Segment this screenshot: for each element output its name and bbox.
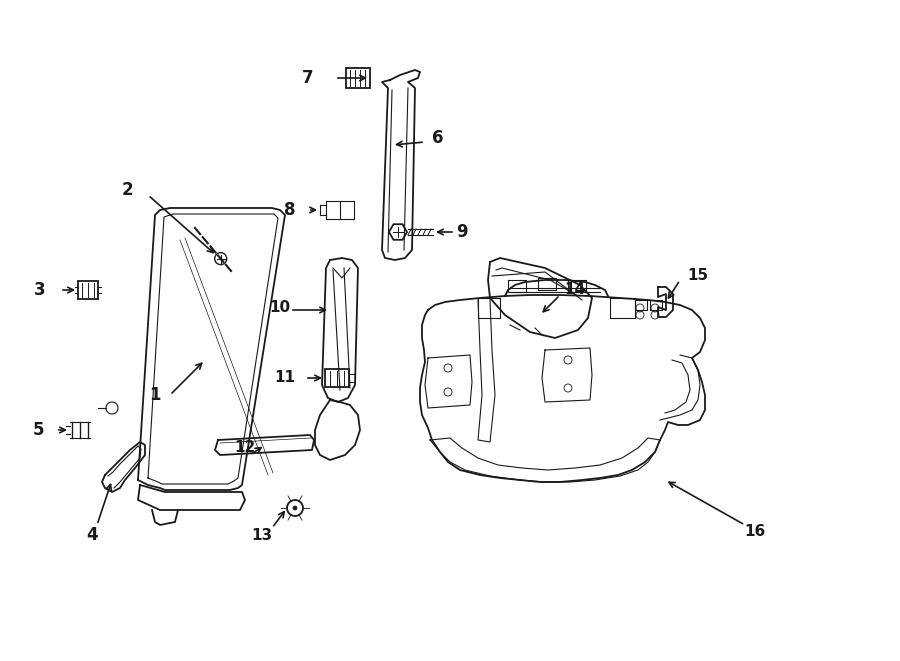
Text: 12: 12	[234, 440, 256, 455]
Text: 4: 4	[86, 526, 98, 544]
Text: 14: 14	[564, 282, 586, 297]
Text: 1: 1	[149, 386, 161, 404]
Text: 13: 13	[251, 527, 273, 543]
FancyBboxPatch shape	[325, 369, 349, 387]
Text: 2: 2	[122, 181, 133, 199]
Circle shape	[293, 506, 297, 510]
Text: 8: 8	[284, 201, 296, 219]
Text: 15: 15	[688, 268, 708, 282]
Text: 7: 7	[302, 69, 314, 87]
Text: 11: 11	[274, 371, 295, 385]
Text: 5: 5	[32, 421, 44, 439]
Text: 3: 3	[34, 281, 46, 299]
Text: 9: 9	[456, 223, 468, 241]
Text: 10: 10	[269, 301, 291, 315]
Text: 16: 16	[744, 524, 766, 539]
Text: 6: 6	[432, 129, 444, 147]
FancyBboxPatch shape	[346, 68, 370, 88]
FancyBboxPatch shape	[78, 281, 98, 299]
